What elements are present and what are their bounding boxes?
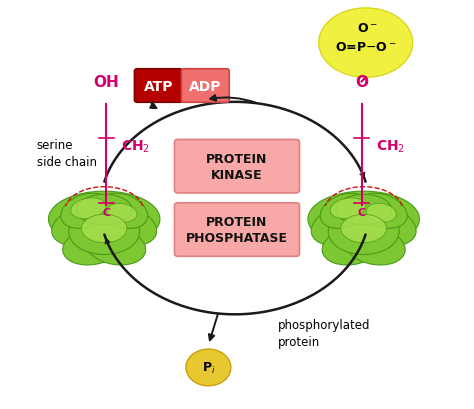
Text: PROTEIN
KINASE: PROTEIN KINASE [206, 152, 268, 181]
Text: phosphorylated
protein: phosphorylated protein [278, 318, 370, 348]
Ellipse shape [63, 228, 123, 265]
Ellipse shape [61, 194, 109, 229]
Ellipse shape [352, 205, 416, 246]
Ellipse shape [319, 9, 413, 78]
Ellipse shape [322, 228, 383, 265]
Ellipse shape [311, 205, 375, 246]
Text: O=P$-$O$^-$: O=P$-$O$^-$ [335, 41, 396, 54]
Text: C: C [102, 207, 110, 217]
FancyBboxPatch shape [174, 203, 300, 257]
Text: O: O [355, 75, 368, 90]
Ellipse shape [71, 198, 106, 219]
Ellipse shape [330, 198, 365, 219]
Ellipse shape [366, 204, 396, 222]
FancyBboxPatch shape [135, 70, 182, 103]
Text: C: C [357, 207, 365, 217]
Text: PROTEIN
PHOSPHATASE: PROTEIN PHOSPHATASE [186, 216, 288, 245]
FancyBboxPatch shape [182, 70, 229, 103]
FancyBboxPatch shape [174, 140, 300, 193]
Ellipse shape [328, 209, 399, 255]
Text: P$_i$: P$_i$ [201, 360, 215, 375]
Ellipse shape [308, 192, 419, 247]
Ellipse shape [341, 215, 386, 243]
Text: CH$_2$: CH$_2$ [120, 139, 150, 155]
Text: OH: OH [93, 75, 119, 90]
Text: serine
side chain: serine side chain [37, 139, 97, 169]
Ellipse shape [107, 204, 137, 222]
Ellipse shape [52, 205, 116, 246]
Ellipse shape [320, 194, 369, 229]
Ellipse shape [85, 228, 146, 265]
Ellipse shape [99, 194, 147, 229]
Text: ATP: ATP [144, 79, 173, 93]
Ellipse shape [82, 215, 127, 243]
Text: O$^-$: O$^-$ [357, 22, 378, 34]
Text: CH$_2$: CH$_2$ [376, 139, 405, 155]
Ellipse shape [336, 195, 392, 225]
Ellipse shape [76, 195, 132, 225]
Ellipse shape [358, 194, 407, 229]
Ellipse shape [345, 228, 405, 265]
Ellipse shape [48, 192, 160, 247]
Ellipse shape [92, 205, 157, 246]
Ellipse shape [186, 349, 231, 386]
Ellipse shape [69, 209, 140, 255]
Text: ADP: ADP [189, 79, 221, 93]
